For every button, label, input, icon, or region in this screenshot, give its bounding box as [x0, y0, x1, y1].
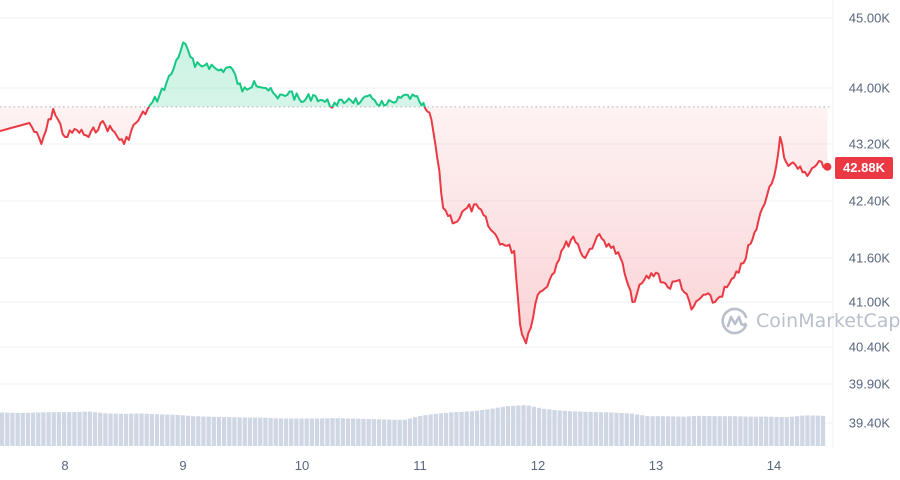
x-tick-label: 10	[294, 458, 310, 473]
y-tick-label: 39.40K	[848, 415, 890, 431]
y-tick-label: 41.00K	[848, 294, 890, 310]
watermark-text: CoinMarketCap	[756, 310, 900, 332]
x-tick-label: 9	[179, 458, 187, 473]
x-tick-label: 8	[61, 458, 69, 473]
up-area-fill	[0, 42, 828, 107]
x-tick-label: 13	[648, 458, 664, 473]
y-tick-label: 45.00K	[848, 10, 890, 26]
y-tick-label: 42.40K	[848, 193, 890, 209]
down-area-fill	[0, 106, 828, 344]
price-line-down	[0, 106, 828, 345]
volume-bars	[0, 405, 826, 446]
coinmarketcap-watermark: CoinMarketCap	[720, 306, 900, 336]
y-tick-label: 40.40K	[848, 339, 890, 355]
y-tick-label: 43.20K	[848, 136, 890, 152]
y-tick-label: 44.00K	[848, 80, 890, 96]
y-tick-label: 39.90K	[848, 376, 890, 392]
x-tick-label: 12	[530, 458, 546, 473]
current-price-badge: 42.88K	[835, 157, 893, 179]
y-tick-label: 41.60K	[848, 250, 890, 266]
price-line-up	[147, 41, 426, 107]
x-tick-label: 14	[766, 458, 782, 473]
current-price-dot[interactable]	[823, 162, 832, 171]
coinmarketcap-logo-icon	[721, 307, 748, 335]
x-tick-label: 11	[413, 458, 427, 473]
